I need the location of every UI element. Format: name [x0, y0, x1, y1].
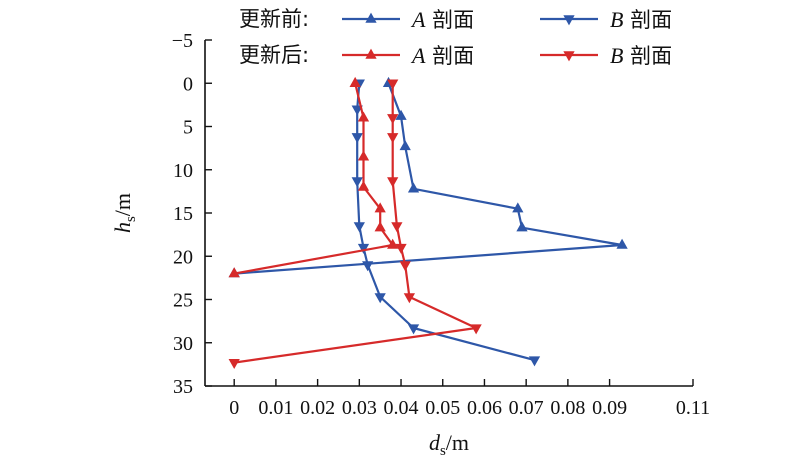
data-point [391, 222, 403, 233]
data-point [512, 202, 524, 213]
data-point [357, 243, 370, 254]
series-line [234, 82, 624, 275]
data-point [395, 243, 407, 254]
series-3 [228, 76, 399, 278]
y-tick-label: 0 [183, 73, 193, 95]
y-tick-label: 15 [173, 203, 193, 225]
series-line [234, 83, 478, 364]
data-point [228, 358, 240, 369]
series-2 [351, 79, 541, 367]
axes: −5 0 5 10 15 20 25 30 35 0 0.01 0.02 0.03 0.04 0.05 0.0… [172, 30, 710, 419]
legend-label: B 剖面 [610, 43, 672, 68]
data-point [395, 109, 407, 120]
data-point [353, 222, 365, 233]
data-point [387, 114, 399, 125]
data-point [351, 105, 363, 116]
data-point [362, 261, 374, 272]
data-point [365, 12, 377, 23]
y-axis-label: hs/m [110, 193, 139, 233]
x-tick-label: 0 [229, 397, 239, 419]
series-layer [228, 76, 628, 369]
data-point [357, 150, 370, 161]
data-point [516, 221, 528, 232]
data-point [407, 182, 420, 193]
data-point [374, 221, 386, 232]
legend-label: B 剖面 [610, 7, 672, 32]
data-point [351, 177, 363, 188]
data-point [387, 79, 399, 90]
y-tick-label: 20 [173, 246, 193, 268]
legend-label: A 剖面 [410, 7, 474, 32]
data-point [387, 238, 399, 249]
y-tick-label: 35 [173, 376, 193, 398]
data-point [365, 48, 377, 59]
x-tick-label: 0.06 [467, 397, 502, 419]
x-tick-label: 0.01 [258, 397, 293, 419]
series-line [234, 83, 394, 275]
legend-item: A 剖面 [342, 43, 474, 68]
x-tick-label: 0.02 [300, 397, 335, 419]
legend-item: B 剖面 [540, 7, 672, 32]
data-point [228, 267, 240, 278]
x-tick-label: 0.11 [676, 397, 710, 419]
data-point [357, 180, 370, 191]
series-4 [228, 79, 482, 369]
x-tick-label: 0.05 [425, 397, 460, 419]
legend-group-label: 更新后: [239, 43, 309, 67]
x-tick-label: 0.08 [550, 397, 585, 419]
series-1 [228, 76, 628, 278]
data-point [399, 140, 411, 151]
data-point [528, 356, 541, 367]
y-tick-label: 5 [183, 117, 193, 139]
data-point [374, 293, 386, 304]
y-tick-label: 10 [173, 160, 193, 182]
series-line [356, 83, 535, 362]
data-point [616, 238, 628, 249]
data-point [351, 133, 363, 144]
data-point [387, 133, 399, 144]
data-point [387, 177, 399, 188]
data-point [407, 324, 420, 335]
data-point [563, 51, 575, 62]
y-tick-label: 25 [173, 290, 193, 312]
y-tick-label: 30 [173, 333, 193, 355]
y-tick-label: −5 [172, 30, 193, 52]
axis-labels: ds/m hs/m [110, 193, 469, 459]
data-point [563, 15, 575, 26]
data-point [470, 324, 482, 335]
data-point [349, 76, 361, 87]
data-point [357, 111, 370, 122]
x-tick-label: 0.03 [342, 397, 377, 419]
x-tick-label: 0.04 [384, 397, 419, 419]
legend: 更新前: 更新后: A 剖面 B 剖面 A 剖面 B 剖面 [239, 7, 672, 68]
data-point [374, 202, 386, 213]
legend-item: B 剖面 [540, 43, 672, 68]
data-point [403, 293, 416, 304]
data-point [399, 261, 411, 272]
legend-item: A 剖面 [342, 7, 474, 32]
legend-label: A 剖面 [410, 43, 474, 68]
x-tick-label: 0.07 [509, 397, 544, 419]
legend-group-label: 更新前: [239, 7, 309, 31]
x-tick-label: 0.09 [592, 397, 627, 419]
x-axis-label: ds/m [429, 430, 469, 459]
